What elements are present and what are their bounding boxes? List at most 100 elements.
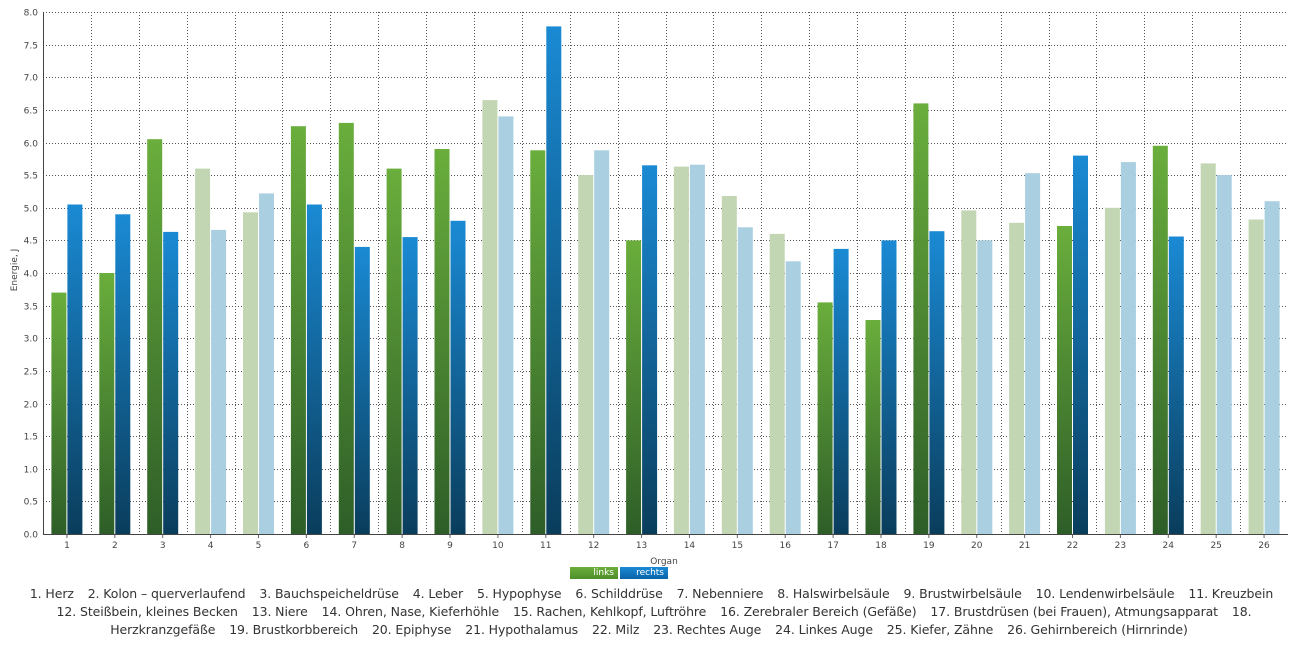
y-tick-label: 5.5 bbox=[24, 172, 38, 182]
bar-rechts-7 bbox=[354, 246, 370, 534]
y-tick-label: 3.0 bbox=[24, 335, 39, 345]
organ-item-17: 17. Brustdrüsen (bei Frauen), Atmungsapp… bbox=[930, 604, 1218, 619]
organ-item-15: 15. Rachen, Kehlkopf, Luftröhre bbox=[512, 604, 707, 619]
bar-links-3 bbox=[147, 139, 163, 534]
bar-rechts-15 bbox=[737, 227, 753, 535]
y-tick-label: 1.0 bbox=[24, 466, 39, 476]
x-tick-label: 7 bbox=[351, 541, 357, 551]
organ-item-13: 13. Niere bbox=[251, 604, 308, 619]
organ-item-24: 24. Linkes Auge bbox=[775, 622, 873, 637]
x-tick-label: 26 bbox=[1258, 541, 1270, 551]
x-tick-label: 6 bbox=[303, 541, 309, 551]
x-tick-label: 25 bbox=[1210, 541, 1221, 551]
bar-links-19 bbox=[913, 103, 929, 535]
x-tick-label: 4 bbox=[208, 541, 214, 551]
bar-rechts-21 bbox=[1025, 173, 1041, 534]
x-tick-label: 5 bbox=[256, 541, 262, 551]
y-tick-label: 6.0 bbox=[24, 140, 39, 150]
bar-links-14 bbox=[673, 166, 689, 534]
organ-item-21: 21. Hypothalamus bbox=[465, 622, 579, 637]
x-tick-label: 17 bbox=[827, 541, 838, 551]
y-tick-label: 7.0 bbox=[24, 74, 39, 84]
y-tick-label: 2.5 bbox=[24, 368, 38, 378]
bar-links-18 bbox=[865, 320, 881, 534]
bar-links-11 bbox=[530, 150, 546, 535]
organ-item-16: 16. Zerebraler Bereich (Gefäße) bbox=[720, 604, 917, 619]
bar-links-20 bbox=[961, 210, 977, 534]
legend-item-links: links bbox=[570, 567, 620, 579]
x-tick-label: 3 bbox=[160, 541, 166, 551]
bar-links-15 bbox=[721, 196, 737, 534]
organ-item-22: 22. Milz bbox=[591, 622, 640, 637]
bar-links-13 bbox=[626, 240, 642, 534]
bar-links-10 bbox=[482, 100, 498, 534]
bar-rechts-18 bbox=[881, 240, 897, 534]
organ-item-5: 5. Hypophyse bbox=[476, 586, 562, 601]
legend-label-links: links bbox=[593, 568, 614, 578]
bar-rechts-6 bbox=[306, 204, 322, 534]
bar-links-17 bbox=[817, 302, 833, 534]
organ-item-25: 25. Kiefer, Zähne bbox=[886, 622, 994, 637]
bar-rechts-16 bbox=[785, 261, 801, 534]
organ-item-19: 19. Brustkorbbereich bbox=[229, 622, 359, 637]
bar-links-8 bbox=[386, 168, 402, 534]
x-tick-label: 2 bbox=[112, 541, 118, 551]
bar-rechts-4 bbox=[211, 229, 227, 534]
x-tick-label: 14 bbox=[684, 541, 696, 551]
organ-item-18: 18. Herzkranzgefäße bbox=[110, 604, 1252, 637]
organ-item-20: 20. Epiphyse bbox=[371, 622, 452, 637]
legend-label-rechts: rechts bbox=[636, 568, 664, 578]
organ-item-7: 7. Nebenniere bbox=[676, 586, 764, 601]
bar-rechts-8 bbox=[402, 237, 418, 534]
bar-rechts-14 bbox=[689, 164, 705, 534]
organ-item-26: 26. Gehirnbereich (Hirnrinde) bbox=[1007, 622, 1188, 637]
bar-rechts-23 bbox=[1120, 162, 1136, 534]
y-tick-label: 1.5 bbox=[24, 433, 38, 443]
organ-item-1: 1. Herz bbox=[29, 586, 74, 601]
chart-legend: links rechts bbox=[570, 566, 670, 580]
bar-rechts-3 bbox=[163, 231, 179, 534]
organ-item-3: 3. Bauchspeicheldrüse bbox=[259, 586, 399, 601]
y-tick-label: 0.0 bbox=[24, 531, 39, 541]
bar-links-26 bbox=[1248, 219, 1264, 534]
bar-rechts-25 bbox=[1216, 175, 1232, 534]
bar-rechts-5 bbox=[259, 193, 274, 534]
bar-rechts-26 bbox=[1264, 201, 1280, 534]
legend-swatch-links: links bbox=[570, 567, 618, 579]
bar-rechts-1 bbox=[67, 204, 83, 534]
x-tick-label: 8 bbox=[399, 541, 405, 551]
organ-item-8: 8. Halswirbelsäule bbox=[777, 586, 890, 601]
bar-links-2 bbox=[99, 273, 115, 534]
bar-links-23 bbox=[1104, 207, 1120, 535]
bar-rechts-11 bbox=[546, 26, 562, 535]
bar-links-12 bbox=[578, 175, 594, 534]
organ-item-4: 4. Leber bbox=[412, 586, 464, 601]
bar-rechts-17 bbox=[833, 248, 849, 534]
axes: 0.0 0.5 1.0 1.5 2.0 2.5 3.0 3.5 4.0 4.5 5.0 5.5 6.0 6… bbox=[24, 9, 1288, 551]
x-tick-label: 16 bbox=[779, 541, 791, 551]
bar-rechts-12 bbox=[594, 150, 610, 535]
y-axis-title: Energie, J bbox=[10, 249, 20, 292]
x-tick-label: 20 bbox=[971, 541, 983, 551]
x-tick-label: 11 bbox=[540, 541, 551, 551]
legend-swatch-rechts: rechts bbox=[620, 567, 668, 579]
bar-links-16 bbox=[769, 233, 785, 534]
y-tick-label: 4.5 bbox=[24, 237, 38, 247]
bar-links-9 bbox=[434, 149, 450, 534]
y-tick-label: 2.0 bbox=[24, 401, 39, 411]
x-tick-label: 22 bbox=[1067, 541, 1078, 551]
organ-item-6: 6. Schilddrüse bbox=[575, 586, 663, 601]
bar-rechts-10 bbox=[498, 116, 514, 535]
x-tick-label: 13 bbox=[636, 541, 647, 551]
y-tick-label: 4.0 bbox=[24, 270, 39, 280]
bar-rechts-24 bbox=[1168, 236, 1184, 534]
bars bbox=[51, 26, 1280, 535]
y-tick-label: 6.5 bbox=[24, 107, 38, 117]
organ-item-9: 9. Brustwirbelsäule bbox=[903, 586, 1022, 601]
x-tick-label: 19 bbox=[923, 541, 935, 551]
x-tick-label: 10 bbox=[492, 541, 504, 551]
y-tick-label: 3.5 bbox=[24, 303, 38, 313]
y-tick-label: 7.5 bbox=[24, 42, 38, 52]
organ-legend-list: 1. Herz 2. Kolon – querverlaufend 3. Bau… bbox=[14, 585, 1289, 639]
bar-rechts-2 bbox=[115, 214, 131, 535]
